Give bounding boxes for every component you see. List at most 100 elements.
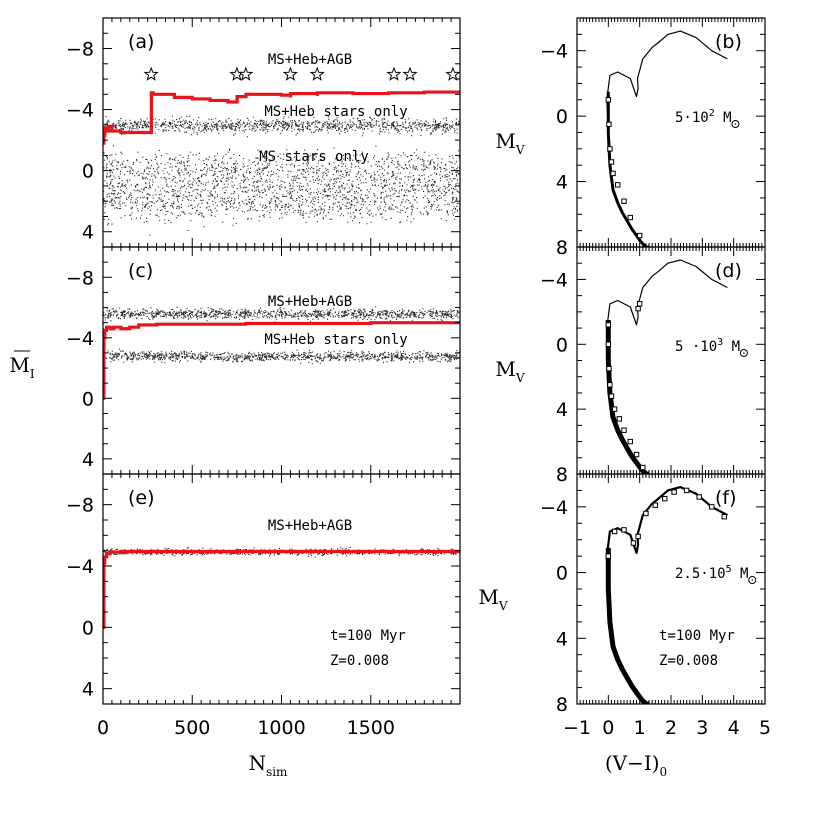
sampled-star bbox=[635, 305, 641, 312]
y-tick-label: −4 bbox=[540, 41, 568, 63]
y-tick-label: 4 bbox=[556, 399, 568, 421]
annotation-ms-stars-only: MS stars only bbox=[259, 149, 369, 165]
sampled-star bbox=[696, 494, 702, 500]
y-tick-label: 4 bbox=[556, 628, 568, 650]
mass-label-b: 5·102 M bbox=[675, 108, 732, 126]
y-tick-label: 4 bbox=[82, 222, 94, 244]
sampled-star bbox=[605, 322, 612, 328]
mass-value: 5·10 bbox=[675, 110, 709, 126]
right-y-axis-label-b: MV bbox=[495, 129, 524, 157]
star-marker bbox=[386, 66, 402, 81]
mass-exponent: 3 bbox=[717, 337, 723, 348]
y-tick-label: −8 bbox=[66, 495, 94, 517]
left-y-axis-label: MI bbox=[9, 353, 34, 381]
panel-label-c: (c) bbox=[128, 260, 153, 282]
sampled-star bbox=[605, 553, 612, 559]
sampled-star bbox=[606, 121, 612, 128]
sampled-star bbox=[608, 393, 615, 399]
mass-label-d: 5 ·103 M bbox=[675, 337, 740, 355]
sampled-star bbox=[630, 540, 637, 546]
sampled-star bbox=[621, 198, 627, 204]
info-metallicity: Z=0.008 bbox=[659, 653, 718, 669]
sampled-star bbox=[605, 341, 612, 347]
star-marker bbox=[143, 66, 159, 81]
mass-value: 5 ·10 bbox=[675, 339, 717, 355]
annotation-ms-heb-stars-only: MS+Heb stars only bbox=[264, 104, 407, 120]
y-tick-label: 0 bbox=[556, 563, 568, 585]
panel-b: 8 4 0 −4 (b) 5·102 M bbox=[540, 17, 766, 259]
sampled-star bbox=[721, 514, 727, 520]
left-x-axis-label: Nsim bbox=[249, 751, 288, 779]
panel-label-b: (b) bbox=[715, 31, 742, 53]
y-tick-label: 0 bbox=[82, 161, 94, 183]
mass-unit: M bbox=[723, 339, 740, 355]
sampled-star bbox=[633, 451, 640, 458]
y-tick-label: 0 bbox=[556, 334, 568, 356]
x-tick-label: 500 bbox=[174, 717, 210, 739]
sun-symbol bbox=[748, 576, 757, 584]
plot-area-e bbox=[103, 546, 460, 629]
y-tick-label: 4 bbox=[556, 172, 568, 194]
y-tick-label: −8 bbox=[66, 267, 94, 289]
panel-a: 4 0 −4 −8 (a) MS+Heb+AGB MS+Heb stars only MS s… bbox=[66, 17, 461, 248]
annotation-ms-heb-agb: MS+Heb+AGB bbox=[268, 518, 352, 534]
sun-symbol bbox=[739, 349, 748, 357]
x-tick-label: 0 bbox=[97, 717, 109, 739]
x-tick-label: 0 bbox=[602, 717, 614, 739]
panel-label-d: (d) bbox=[715, 260, 742, 282]
isochrone-main-sequence bbox=[606, 91, 650, 247]
x-tick-label: 1500 bbox=[347, 717, 395, 739]
y-tick-label: 4 bbox=[82, 449, 94, 471]
mass-unit: M bbox=[732, 566, 749, 582]
sampled-star bbox=[640, 464, 646, 471]
sampled-star bbox=[610, 170, 616, 177]
sampled-star bbox=[607, 382, 613, 388]
sampled-star bbox=[627, 438, 633, 445]
isochrone-upper-branch bbox=[606, 30, 728, 133]
series-cumulative-mean-line bbox=[103, 321, 460, 400]
panel-frame-f bbox=[576, 473, 766, 705]
x-tick-label: 1000 bbox=[257, 717, 305, 739]
series-cumulative-mean-line bbox=[103, 549, 460, 629]
x-tick-label: 1 bbox=[634, 717, 646, 739]
right-y-axis-label-d: MV bbox=[495, 357, 524, 385]
info-age: t=100 Myr bbox=[330, 628, 406, 644]
star-marker bbox=[309, 66, 325, 81]
sampled-star bbox=[683, 487, 690, 494]
sampled-star bbox=[662, 495, 668, 502]
info-age: t=100 Myr bbox=[659, 628, 735, 644]
y-tick-label: −8 bbox=[66, 39, 94, 61]
panel-frame-e bbox=[102, 473, 461, 705]
y-tick-label: 4 bbox=[82, 679, 94, 701]
sampled-star bbox=[635, 533, 641, 540]
star-marker bbox=[238, 66, 254, 81]
y-tick-label: −4 bbox=[540, 497, 568, 519]
panel-f: 840−4−1 0 1 2 3 4 5(f)2.5·105 Mt=100 MyrZ=0.00… bbox=[540, 473, 771, 739]
plot-area-c bbox=[103, 306, 460, 400]
panel-d: 8 4 0 −4 (d) 5 ·103 M bbox=[540, 246, 766, 486]
sun-symbol bbox=[731, 120, 740, 128]
mass-exponent: 2 bbox=[709, 108, 715, 119]
y-tick-label: −4 bbox=[540, 269, 568, 291]
sampled-star bbox=[621, 427, 627, 433]
y-tick-label: 0 bbox=[82, 617, 94, 639]
isochrone-upper-branch bbox=[606, 259, 728, 361]
sun-symbol-dot bbox=[743, 352, 745, 354]
sampled-star bbox=[627, 214, 633, 221]
panel-c: 4 0 −4 −8 (c) MS+Heb+AGB MS+Heb stars only bbox=[66, 246, 461, 475]
sampled-star bbox=[611, 406, 618, 412]
series-cumulative-mean-line bbox=[103, 90, 460, 145]
sun-symbol-dot bbox=[734, 123, 737, 125]
annotation-ms-heb-agb: MS+Heb+AGB bbox=[268, 294, 352, 310]
annotation-ms-heb-agb: MS+Heb+AGB bbox=[268, 52, 352, 68]
sampled-star bbox=[636, 301, 643, 307]
plot-area-f bbox=[605, 486, 728, 704]
y-tick-label: 8 bbox=[556, 694, 568, 716]
y-tick-label: −4 bbox=[66, 556, 94, 578]
x-tick-label: 2 bbox=[665, 717, 677, 739]
scatter-band-ms-heb-stars-only bbox=[103, 348, 460, 365]
y-tick-label: −4 bbox=[66, 328, 94, 350]
